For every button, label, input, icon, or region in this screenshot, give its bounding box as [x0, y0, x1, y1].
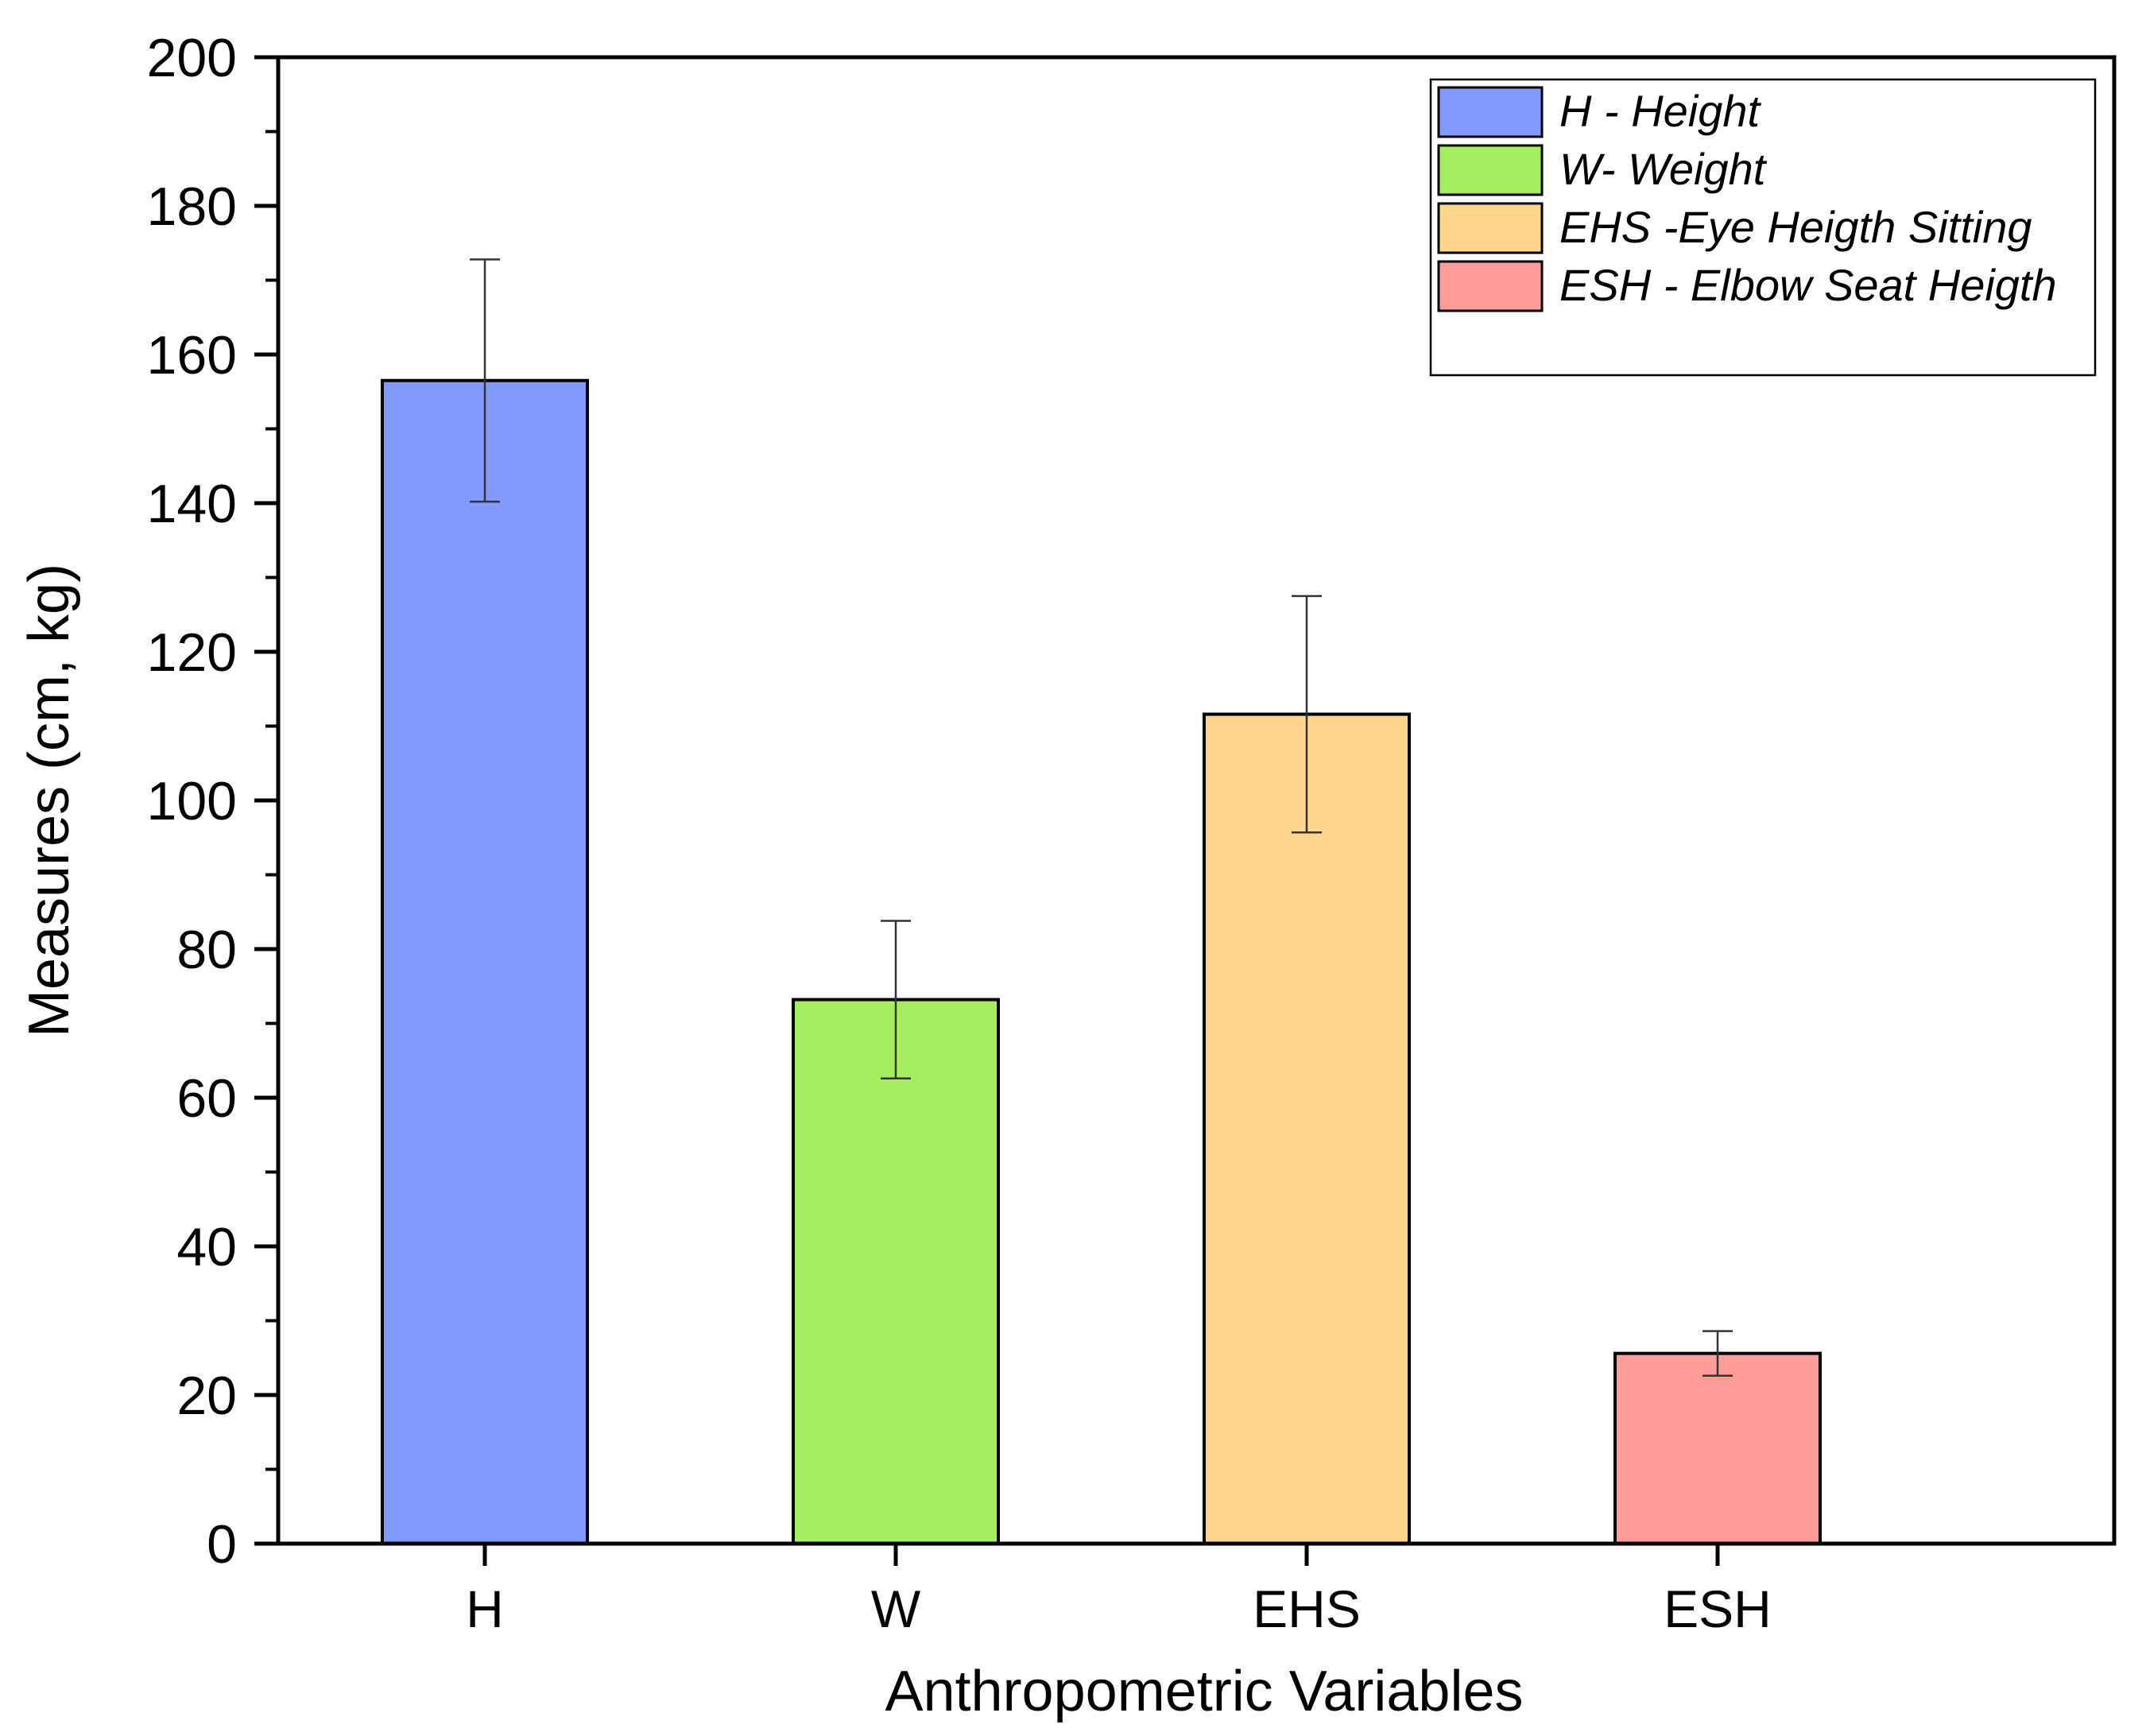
bar-w [792, 998, 1000, 1545]
x-tick-label: W [871, 1579, 921, 1638]
y-axis-title: Measures (cm, kg) [17, 564, 81, 1037]
y-tick-label: 100 [147, 771, 237, 831]
y-tick-label: 180 [147, 176, 237, 237]
y-tick-label: 200 [147, 28, 237, 88]
y-tick-label: 0 [207, 1514, 237, 1575]
y-tick-label: 120 [147, 622, 237, 683]
bar-esh [1613, 1351, 1822, 1546]
x-axis: H W EHS ESH [466, 1544, 1772, 1638]
legend-items: H - Height W- Weight EHS -Eye Heigth Sitti… [1437, 86, 2057, 312]
legend-swatch-w [1437, 144, 1544, 196]
bars-layer [381, 378, 1822, 1546]
x-tick-label: EHS [1253, 1579, 1361, 1638]
bar-h [381, 378, 589, 1546]
legend-swatch-h [1437, 86, 1544, 138]
x-axis-title: Anthropometric Variables [885, 1660, 1523, 1723]
x-tick-label: ESH [1664, 1579, 1772, 1638]
legend-swatch-esh [1437, 260, 1544, 312]
legend-label: W- Weight [1559, 144, 1768, 194]
error-bars-layer [470, 258, 1733, 1377]
legend: H - Height W- Weight EHS -Eye Heigth Sitti… [1429, 78, 2097, 377]
y-tick-label: 160 [147, 325, 237, 386]
y-tick-label: 80 [176, 920, 237, 980]
y-tick-label: 140 [147, 474, 237, 534]
legend-label: H - Height [1559, 86, 1762, 136]
legend-label: EHS -Eye Heigth Sitting [1559, 202, 2032, 252]
legend-swatch-ehs [1437, 202, 1544, 254]
bar-ehs [1203, 712, 1411, 1545]
y-tick-label: 20 [176, 1366, 237, 1426]
legend-label: ESH - Elbow Seat Heigth [1559, 260, 2057, 310]
y-tick-label: 60 [176, 1068, 237, 1129]
y-tick-label: 40 [176, 1217, 237, 1277]
y-axis: 0 20 40 60 80 100 120 140 160 180 200 [147, 28, 278, 1575]
x-tick-label: H [466, 1579, 504, 1638]
